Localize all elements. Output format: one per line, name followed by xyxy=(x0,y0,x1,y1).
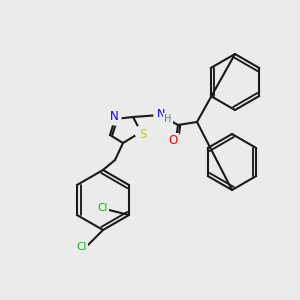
Text: N: N xyxy=(157,109,165,119)
Text: S: S xyxy=(140,130,147,140)
Text: O: O xyxy=(168,134,178,148)
Text: N: N xyxy=(110,110,118,124)
Text: Cl: Cl xyxy=(77,242,87,252)
Circle shape xyxy=(109,113,121,125)
Text: N: N xyxy=(158,109,166,119)
Circle shape xyxy=(170,134,182,146)
Text: H: H xyxy=(164,114,172,124)
Text: N: N xyxy=(110,111,118,121)
Text: Cl: Cl xyxy=(98,203,108,213)
Text: H: H xyxy=(165,115,171,124)
Text: S: S xyxy=(139,128,147,140)
Circle shape xyxy=(154,109,166,121)
Circle shape xyxy=(135,126,147,138)
Text: O: O xyxy=(169,136,177,146)
